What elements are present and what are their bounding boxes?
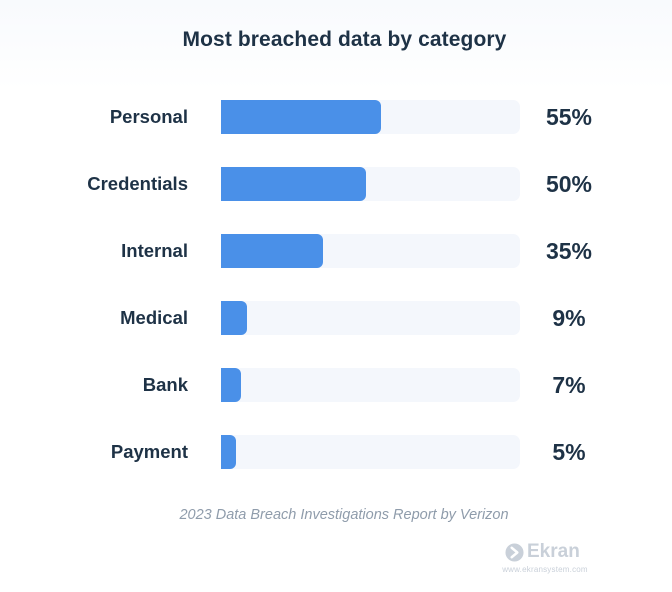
category-label: Medical	[120, 307, 188, 328]
brand-logo: Ekran www.ekransystem.com	[493, 540, 598, 576]
bar	[221, 301, 248, 335]
source-note: 2023 Data Breach Investigations Report b…	[179, 507, 509, 523]
bar-track	[221, 167, 520, 201]
bar	[221, 167, 367, 201]
category-label: Bank	[142, 374, 188, 395]
bar-track	[221, 301, 520, 335]
ekran-logo-icon	[505, 543, 524, 562]
bar-track	[221, 234, 520, 268]
value-label: 7%	[552, 372, 586, 398]
value-label: 55%	[545, 104, 593, 130]
bar	[221, 100, 381, 134]
bar-track	[221, 435, 520, 469]
category-label: Internal	[121, 240, 188, 261]
value-label: 50%	[545, 171, 593, 197]
page-header-background	[0, 0, 672, 90]
chart-title: Most breached data by category	[182, 28, 507, 51]
bar-track	[221, 100, 520, 134]
value-label: 5%	[552, 439, 586, 465]
value-label: 35%	[545, 238, 593, 264]
bar	[221, 435, 236, 469]
category-label: Payment	[110, 441, 188, 462]
category-label: Personal	[109, 106, 188, 127]
value-label: 9%	[552, 305, 586, 331]
category-label: Credentials	[87, 173, 188, 194]
brand-url: www.ekransystem.com	[502, 565, 588, 574]
bar-track	[221, 368, 520, 402]
bar	[221, 368, 242, 402]
brand-name: Ekran	[527, 541, 580, 562]
bar	[221, 234, 323, 268]
